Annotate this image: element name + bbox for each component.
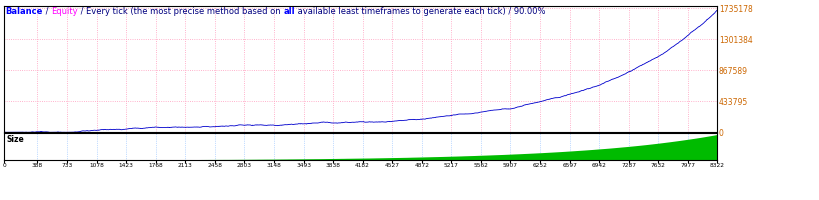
Text: /: / xyxy=(43,7,51,16)
Text: Equity: Equity xyxy=(51,7,78,16)
Text: available least timeframes to generate each tick) / 90.00%: available least timeframes to generate e… xyxy=(295,7,545,16)
Text: Size: Size xyxy=(7,135,25,144)
Text: Balance: Balance xyxy=(6,7,43,16)
Text: /: / xyxy=(78,7,86,16)
Text: all: all xyxy=(283,7,295,16)
Text: Every tick (the most precise method based on: Every tick (the most precise method base… xyxy=(86,7,283,16)
